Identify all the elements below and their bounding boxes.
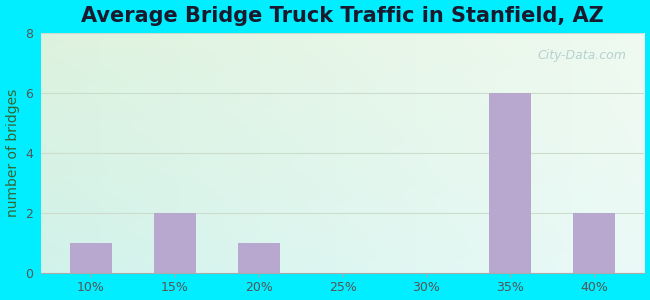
Bar — [70, 243, 112, 273]
Text: City-Data.com: City-Data.com — [538, 50, 627, 62]
Bar — [154, 213, 196, 273]
Y-axis label: number of bridges: number of bridges — [6, 89, 20, 217]
Bar — [238, 243, 280, 273]
Bar — [489, 93, 531, 273]
Title: Average Bridge Truck Traffic in Stanfield, AZ: Average Bridge Truck Traffic in Stanfiel… — [81, 6, 604, 26]
Bar — [573, 213, 615, 273]
